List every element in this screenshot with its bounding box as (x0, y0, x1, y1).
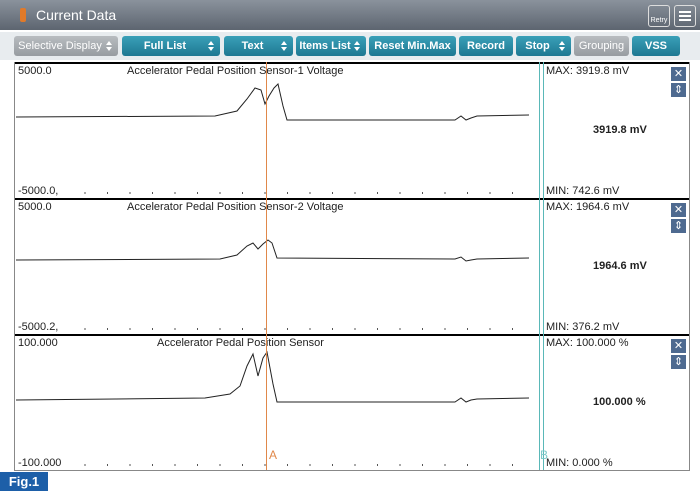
button-label: Stop (525, 40, 550, 52)
sensor-label: Accelerator Pedal Position Sensor (157, 337, 324, 349)
signal-trace (15, 350, 530, 403)
y-max-label: 5000.0 (18, 201, 52, 213)
current-value: 100.000 % (593, 396, 646, 408)
trace-canvas (15, 83, 530, 194)
move-button[interactable]: ⇕ (671, 83, 686, 97)
window-title: Current Data (36, 7, 117, 23)
app-icon (20, 8, 26, 22)
dropdown-arrow (208, 47, 214, 51)
max-value: MAX: 100.000 % (546, 337, 629, 349)
min-value: MIN: 0.000 % (546, 457, 613, 469)
max-value: MAX: 3919.8 mV (546, 65, 630, 77)
close-button[interactable]: ✕ (671, 203, 686, 217)
retry-button[interactable]: Retry (648, 5, 670, 27)
y-max-label: 5000.0 (18, 65, 52, 77)
min-value: MIN: 742.6 mV (546, 185, 620, 197)
y-min-label: -5000.0, (18, 185, 59, 197)
toolbar-button[interactable]: Record (459, 36, 513, 56)
signal-trace (15, 83, 530, 121)
toolbar-button[interactable]: VSS (632, 36, 680, 56)
max-value: MAX: 1964.6 mV (546, 201, 630, 213)
button-label: Text (241, 40, 264, 52)
cursor-a-line (266, 62, 267, 470)
min-value: MIN: 376.2 mV (546, 321, 620, 333)
close-button[interactable]: ✕ (671, 339, 686, 353)
toolbar-button[interactable]: Items List (296, 36, 366, 56)
cursor-b-label: B (540, 448, 549, 462)
title-bar: Current Data Retry (0, 0, 700, 30)
dropdown-arrow (281, 47, 287, 51)
close-button[interactable]: ✕ (671, 67, 686, 81)
graph-area: 5000.0 Accelerator Pedal Position Sensor-… (14, 62, 690, 471)
dropdown-arrow (559, 47, 565, 51)
menu-button[interactable] (674, 5, 696, 27)
signal-trace (15, 239, 530, 262)
trace-canvas (15, 239, 530, 330)
dropdown-arrow (208, 41, 214, 45)
sensor-label: Accelerator Pedal Position Sensor-2 Volt… (127, 201, 344, 213)
button-label: VSS (644, 40, 667, 52)
button-label: Record (467, 40, 505, 52)
dropdown-arrow (106, 47, 112, 51)
dropdown-arrow (354, 41, 360, 45)
y-min-label: -5000.2, (18, 321, 59, 333)
current-value: 3919.8 mV (593, 124, 647, 136)
button-label: Reset Min.Max (374, 40, 451, 52)
toolbar-button[interactable]: Stop (516, 36, 571, 56)
dropdown-arrow (559, 41, 565, 45)
toolbar-button[interactable]: Grouping (574, 36, 629, 56)
move-button[interactable]: ⇕ (671, 219, 686, 233)
move-button[interactable]: ⇕ (671, 355, 686, 369)
button-label: Selective Display (18, 40, 102, 52)
dropdown-arrow (354, 47, 360, 51)
button-label: Items List (299, 40, 351, 52)
cursor-b-line (539, 62, 544, 470)
toolbar-button[interactable]: Selective Display (14, 36, 118, 56)
button-label: Full List (143, 40, 187, 52)
y-max-label: 100.000 (18, 337, 58, 349)
trace-canvas (15, 350, 530, 466)
toolbar-button[interactable]: Text (224, 36, 293, 56)
cursor-a-label: A (269, 448, 278, 462)
graph-panel: 5000.0 Accelerator Pedal Position Sensor-… (15, 198, 689, 336)
y-min-label: -100.000 (18, 457, 62, 469)
toolbar: Selective Display Full List Text Items List… (0, 32, 700, 60)
graph-panel: 5000.0 Accelerator Pedal Position Sensor-… (15, 62, 689, 200)
sensor-label: Accelerator Pedal Position Sensor-1 Volt… (127, 65, 344, 77)
button-label: Grouping (578, 40, 625, 52)
dropdown-arrow (106, 41, 112, 45)
graph-panel: 100.000 Accelerator Pedal Position Sensor… (15, 334, 689, 472)
current-value: 1964.6 mV (593, 260, 647, 272)
figure-label: Fig.1 (0, 472, 48, 491)
dropdown-arrow (281, 41, 287, 45)
toolbar-button[interactable]: Reset Min.Max (369, 36, 456, 56)
toolbar-button[interactable]: Full List (122, 36, 220, 56)
